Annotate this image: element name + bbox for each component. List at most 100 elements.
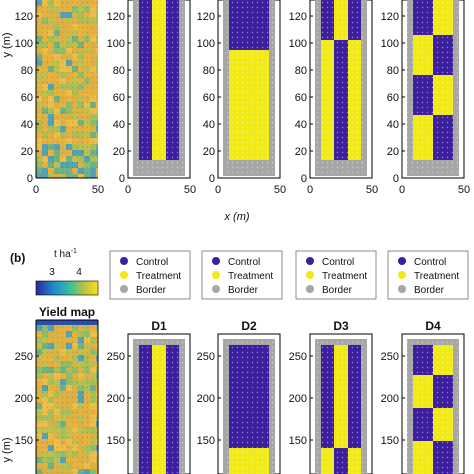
ytick-label: 0 (27, 173, 33, 185)
ytick-label: 0 (119, 173, 125, 185)
ytick-label: 80 (295, 65, 307, 77)
d4-dots (407, 0, 459, 176)
ytick-label: 0 (209, 173, 215, 185)
ytick-label: 200 (289, 393, 307, 405)
ytick-label: 60 (203, 92, 215, 104)
ytick-label: 80 (387, 65, 399, 77)
panel-a-ylabel: y (m) (1, 32, 13, 57)
ytick-label: 150 (15, 435, 33, 447)
ytick-label: 250 (15, 351, 33, 363)
legend-label: Control (228, 257, 260, 268)
ytick-label: 150 (381, 435, 399, 447)
ytick-label: 60 (295, 92, 307, 104)
legend-marker (212, 257, 220, 265)
legend-label: Control (414, 257, 446, 268)
legend-marker (398, 285, 406, 293)
title-yield-map: Yield map (39, 305, 95, 319)
d4-xtick-50: 50 (458, 184, 470, 196)
d2-xtick-0: 0 (215, 184, 221, 196)
d1-xtick-0: 0 (125, 184, 131, 196)
d1-yticks: 0 20 40 60 80 100 120 (107, 11, 131, 185)
ytick-label: 20 (295, 146, 307, 158)
ytick-label: 80 (203, 65, 215, 77)
d4-xtick-0: 0 (399, 184, 405, 196)
legend-label: Border (322, 285, 353, 296)
panel-a-yield-map: 0 20 40 60 80 100 120 0 50 (15, 0, 104, 196)
ytick-label: 0 (301, 173, 307, 185)
ytick-label: 40 (387, 119, 399, 131)
ytick-label: 20 (21, 146, 33, 158)
ytick-label: 120 (197, 11, 215, 23)
legend-label: Treatment (136, 271, 181, 282)
ytick-label: 120 (15, 11, 33, 23)
ytick-label: 100 (381, 38, 399, 50)
title-d2: D2 (241, 319, 257, 333)
ytick-label: 150 (107, 435, 125, 447)
yield-map-dots (36, 0, 98, 178)
legend-marker (120, 257, 128, 265)
colorbar: t ha-1 3 4 (35, 248, 99, 296)
legend-label: Control (322, 257, 354, 268)
title-d4: D4 (425, 319, 441, 333)
panel-a-d2: 0 20 40 60 80 100 120 0 50 (197, 0, 286, 196)
legend-label: Border (136, 285, 167, 296)
ytick-label: 250 (289, 351, 307, 363)
ytick-label: 20 (387, 146, 399, 158)
title-d1: D1 (151, 319, 167, 333)
legend-marker (212, 271, 220, 279)
d2-yticks: 0 20 40 60 80 100 120 (197, 11, 221, 185)
legend-label: Treatment (322, 271, 367, 282)
ytick-label: 250 (107, 351, 125, 363)
panel-a-xtick-50: 50 (92, 184, 104, 196)
legend-marker (120, 271, 128, 279)
ytick-label: 250 (381, 351, 399, 363)
panel-b-ylabel: y (m) (1, 437, 13, 462)
legend-label: Border (414, 285, 445, 296)
ytick-label: 60 (387, 92, 399, 104)
ytick-label: 60 (21, 92, 33, 104)
legend-marker (306, 257, 314, 265)
ytick-label: 250 (197, 351, 215, 363)
panel-b-d3: 150 200 250 (289, 333, 373, 474)
panel-b: (b) t ha-1 3 4 ControlTreatmentBorderCon… (1, 248, 469, 474)
panel-b-yield-map: 150 200 250 (15, 319, 99, 474)
panel-a: y (m) 0 20 40 60 80 100 120 0 50 0 20 40 60 80 100 1… (1, 0, 470, 223)
legend-marker (306, 271, 314, 279)
d4b-yticks: 150 200 250 (381, 351, 405, 447)
ytick-label: 80 (21, 65, 33, 77)
colorbar-tick-4: 4 (76, 267, 82, 278)
ytick-label: 100 (289, 38, 307, 50)
d1b-dots (133, 339, 185, 474)
ytick-label: 100 (197, 38, 215, 50)
panel-a-yticks: 0 20 40 60 80 100 120 (15, 11, 39, 185)
d3b-dots (315, 339, 367, 474)
ytick-label: 80 (113, 65, 125, 77)
ytick-label: 40 (21, 119, 33, 131)
ytick-label: 40 (203, 119, 215, 131)
panel-a-d4: 0 20 40 60 80 100 120 0 50 (381, 0, 470, 196)
legend-label: Treatment (414, 271, 459, 282)
d1b-yticks: 150 200 250 (107, 351, 131, 447)
ytick-label: 200 (197, 393, 215, 405)
d2b-dots (223, 339, 275, 474)
ytick-label: 120 (107, 11, 125, 23)
ytick-label: 20 (203, 146, 215, 158)
d3-yticks: 0 20 40 60 80 100 120 (289, 11, 313, 185)
legend-label: Border (228, 285, 259, 296)
ytick-label: 150 (289, 435, 307, 447)
colorbar-unit: t ha-1 (54, 248, 77, 260)
ytick-label: 200 (107, 393, 125, 405)
ytick-label: 60 (113, 92, 125, 104)
legend-marker (120, 285, 128, 293)
d3-dots (315, 0, 367, 176)
yield-map-b-dots (36, 320, 98, 474)
ytick-label: 120 (289, 11, 307, 23)
legend-marker (306, 285, 314, 293)
legend-label: Treatment (228, 271, 273, 282)
title-d3: D3 (333, 319, 349, 333)
ytick-label: 40 (113, 119, 125, 131)
legend-marker (398, 271, 406, 279)
d2-dots (223, 0, 275, 176)
ytick-label: 120 (381, 11, 399, 23)
